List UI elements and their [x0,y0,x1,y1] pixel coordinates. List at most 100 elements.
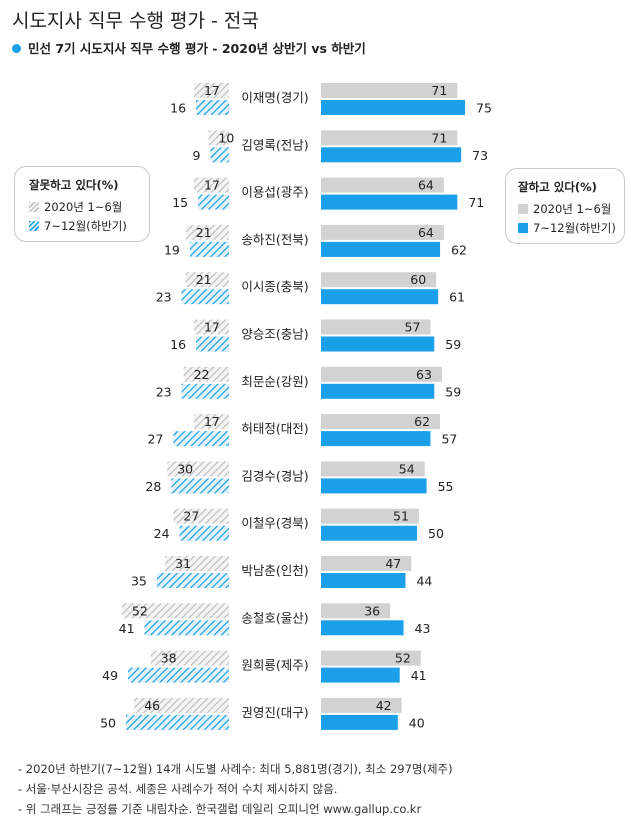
bar-disapproval-h2 [126,714,229,730]
subtitle-text: 민선 7기 시도지사 직무 수행 평가 - 2020년 상반기 vs 하반기 [28,41,366,56]
bar-disapproval-h1 [208,130,229,146]
bar-approval-h2 [321,241,441,257]
label-approval-h2: 62 [451,242,467,257]
hatch-gray-swatch-icon [29,202,39,212]
bar-disapproval-h1 [193,414,229,430]
legend-disapproval-h2-label: 7~12월(하반기) [44,219,127,233]
legend-disapproval-h1: 2020년 1~6월 [29,199,149,215]
label-approval-h1: 63 [416,367,432,382]
bar-disapproval-h2 [173,431,229,447]
legend-disapproval-h2: 7~12월(하반기) [29,218,149,234]
category-label: 이재명(경기) [241,90,308,105]
category-label: 이용섭(광주) [241,185,308,200]
label-approval-h1: 71 [431,83,447,98]
bar-approval-h2 [321,289,439,305]
page-title: 시도지사 직무 수행 평가 - 전국 [12,10,259,32]
bar-approval-h1 [321,556,412,571]
bar-disapproval-h1 [134,697,229,713]
label-disapproval-h1: 17 [204,178,220,193]
label-disapproval-h1: 21 [196,272,212,287]
bar-disapproval-h1 [173,508,229,524]
label-disapproval-h2: 23 [156,384,172,399]
bar-disapproval-h2 [210,147,229,163]
label-disapproval-h2: 35 [131,574,147,589]
bar-approval-h1 [321,414,441,430]
legend-approval-h2: 7~12월(하반기) [518,220,624,236]
bar-approval-h2 [321,431,431,447]
label-approval-h1: 51 [393,509,409,524]
category-label: 양승조(충남) [241,327,308,342]
bar-disapproval-h1 [193,177,229,193]
label-disapproval-h1: 31 [175,556,191,571]
label-disapproval-h1: 17 [204,414,220,429]
category-label: 박남춘(인천) [241,563,308,578]
label-disapproval-h2: 9 [193,148,201,163]
bar-approval-h2 [321,147,462,163]
label-approval-h1: 64 [418,225,434,240]
label-approval-h2: 75 [476,101,492,116]
bar-approval-h1 [321,224,444,240]
legend-disapproval-title: 잘못하고 있다(%) [29,178,119,192]
bar-disapproval-h2 [144,620,229,636]
legend-approval: 잘하고 있다(%) 2020년 1~6월 7~12월(하반기) [505,168,625,244]
label-approval-h1: 62 [414,414,430,429]
label-approval-h1: 71 [431,130,447,145]
label-disapproval-h2: 27 [147,432,163,447]
bar-disapproval-h1 [150,650,229,666]
label-disapproval-h1: 52 [132,603,148,618]
legend-approval-h2-label: 7~12월(하반기) [533,221,616,235]
label-disapproval-h1: 21 [196,225,212,240]
footnote: - 2020년 하반기(7~12월) 14개 시도별 사례수: 최대 5,881… [18,762,453,776]
label-disapproval-h2: 50 [100,715,116,730]
bar-approval-h1 [321,461,425,477]
label-disapproval-h2: 28 [145,479,161,494]
bar-approval-h2 [321,667,400,683]
legend-approval-h1: 2020년 1~6월 [518,201,624,217]
bar-disapproval-h2 [171,478,229,494]
footnote: - 서울·부산시장은 공석. 세종은 사례수가 적어 수치 제시하지 않음. [18,782,338,796]
label-disapproval-h1: 17 [204,320,220,335]
bar-approval-h1 [321,130,458,146]
label-approval-h1: 47 [385,556,401,571]
bar-approval-h2 [321,194,458,210]
bar-approval-h1 [321,508,419,524]
label-disapproval-h2: 19 [164,242,180,257]
label-disapproval-h1: 27 [183,509,199,524]
bar-disapproval-h1 [183,366,229,382]
bar-disapproval-h2 [179,525,229,541]
legend-approval-title: 잘하고 있다(%) [518,180,597,194]
bar-disapproval-h2 [198,194,229,210]
bullet-dot-icon [12,44,21,53]
label-approval-h2: 57 [441,432,457,447]
label-approval-h2: 71 [468,195,484,210]
bar-approval-h2 [321,478,427,494]
category-label: 송하진(전북) [241,232,308,247]
bar-approval-h1 [321,603,391,619]
category-label: 이시종(충북) [241,279,308,294]
label-disapproval-h1: 22 [194,367,210,382]
label-approval-h1: 42 [376,698,392,713]
label-disapproval-h1: 46 [144,698,160,713]
bar-disapproval-h2 [156,573,229,588]
label-approval-h2: 43 [415,621,431,636]
label-approval-h2: 59 [445,384,461,399]
bar-disapproval-h1 [193,83,229,98]
label-approval-h2: 61 [449,290,465,305]
bar-disapproval-h1 [185,224,229,240]
bar-approval-h2 [321,714,398,730]
bar-approval-h1 [321,83,458,98]
bar-approval-h2 [321,620,404,636]
label-approval-h2: 55 [438,479,454,494]
label-approval-h2: 44 [416,574,432,589]
category-label: 김영록(전남) [241,137,308,152]
label-disapproval-h2: 23 [156,290,172,305]
label-approval-h1: 60 [410,272,426,287]
bar-approval-h2 [321,525,417,541]
bar-disapproval-h2 [181,289,229,305]
label-disapproval-h2: 15 [172,195,188,210]
category-label: 권영진(대구) [241,705,308,720]
label-approval-h2: 40 [409,715,425,730]
label-approval-h2: 50 [428,526,444,541]
bar-disapproval-h1 [193,319,229,335]
footnote: - 위 그래프는 긍정률 기준 내림차순. 한국갤럽 데일리 오피니언 www.… [18,802,422,816]
